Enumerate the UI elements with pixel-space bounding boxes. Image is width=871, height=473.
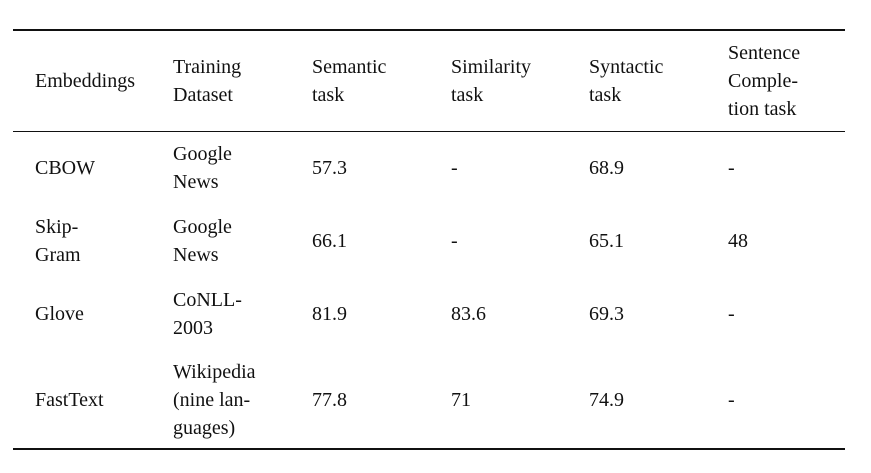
cell-text: (nine lan-	[173, 388, 251, 411]
results-table: Embeddings Training Dataset Semantic task Sim…	[13, 29, 845, 450]
cell-text: -	[728, 388, 735, 411]
table-cell: 68.9	[589, 131, 728, 205]
table-cell: 65.1	[589, 205, 728, 277]
table-cell: -	[728, 277, 845, 351]
cell-text: Embeddings	[35, 69, 135, 92]
table-row: FastText Wikipedia (nine lan-guages) 77.8 71…	[13, 351, 845, 449]
cell-text: 68.9	[589, 157, 624, 180]
cell-text: Sentence	[728, 41, 801, 64]
cell-text: News	[173, 171, 219, 194]
table-header: Embeddings Training Dataset Semantic task Sim…	[13, 30, 845, 131]
cell-text: Comple-	[728, 69, 798, 92]
cell-text: Syntactic	[589, 55, 664, 78]
cell-text: Wikipedia	[173, 360, 256, 383]
cell-text: Similarity	[451, 55, 531, 78]
cell-text: guages)	[173, 416, 236, 439]
table-cell: -	[451, 131, 589, 205]
cell-text: 66.1	[312, 230, 347, 252]
table-cell: Google News	[173, 205, 312, 277]
table-cell: 57.3	[312, 131, 451, 205]
cell-text: 2003	[173, 317, 213, 339]
cell-text: task	[451, 83, 484, 106]
table-cell: Google News	[173, 131, 312, 205]
cell-text: Skip-	[35, 216, 79, 238]
table-cell: 77.8	[312, 351, 451, 449]
cell-text: News	[173, 244, 219, 266]
cell-text: tion task	[728, 97, 797, 120]
table-cell: 48	[728, 205, 845, 277]
table-cell: 66.1	[312, 205, 451, 277]
cell-text: 74.9	[589, 388, 624, 411]
table-cell: 81.9	[312, 277, 451, 351]
cell-text: Google	[173, 216, 232, 238]
header-row: Embeddings Training Dataset Semantic task Sim…	[13, 30, 845, 131]
table-cell: FastText	[13, 351, 173, 449]
cell-text: Training	[173, 55, 242, 78]
cell-text: 65.1	[589, 230, 624, 252]
table-cell: CoNLL- 2003	[173, 277, 312, 351]
table-cell: Wikipedia (nine lan-guages)	[173, 351, 312, 449]
table-row: CBOW Google News 57.3 - 68.9 -	[13, 131, 845, 205]
header-cell: Similarity task	[451, 30, 589, 131]
cell-text: 81.9	[312, 303, 347, 325]
cell-text: Dataset	[173, 83, 233, 106]
table-cell: CBOW	[13, 131, 173, 205]
table-cell: Glove	[13, 277, 173, 351]
header-cell: Embeddings	[13, 30, 173, 131]
header-cell: Semantic task	[312, 30, 451, 131]
cell-text: CBOW	[35, 157, 95, 180]
table-cell: 69.3	[589, 277, 728, 351]
cell-text: task	[312, 83, 345, 106]
cell-text: -	[728, 157, 735, 180]
table-cell: Skip- Gram	[13, 205, 173, 277]
cell-text: 57.3	[312, 157, 347, 180]
header-cell: Syntactic task	[589, 30, 728, 131]
header-cell: Training Dataset	[173, 30, 312, 131]
table-cell: -	[728, 351, 845, 449]
cell-text: -	[451, 230, 458, 252]
table-cell: 83.6	[451, 277, 589, 351]
cell-text: FastText	[35, 388, 104, 411]
cell-text: 69.3	[589, 303, 624, 325]
table-cell: -	[451, 205, 589, 277]
cell-text: 48	[728, 230, 748, 252]
cell-text: 77.8	[312, 388, 347, 411]
cell-text: CoNLL-	[173, 289, 242, 311]
cell-text: Gram	[35, 244, 81, 266]
table-cell: 71	[451, 351, 589, 449]
cell-text: Google	[173, 143, 232, 166]
table-cell: -	[728, 131, 845, 205]
table-body: CBOW Google News 57.3 - 68.9 - Skip- Gram Google N…	[13, 131, 845, 449]
cell-text: 71	[451, 388, 471, 411]
cell-text: -	[728, 303, 735, 325]
table-row: Glove CoNLL- 2003 81.9 83.6 69.3 -	[13, 277, 845, 351]
cell-text: 83.6	[451, 303, 486, 325]
header-cell: Sentence Comple-tion task	[728, 30, 845, 131]
cell-text: Glove	[35, 303, 84, 325]
cell-text: task	[589, 83, 622, 106]
table-cell: 74.9	[589, 351, 728, 449]
cell-text: Semantic	[312, 55, 387, 78]
cell-text: -	[451, 157, 458, 180]
table-row: Skip- Gram Google News 66.1 - 65.1 48	[13, 205, 845, 277]
